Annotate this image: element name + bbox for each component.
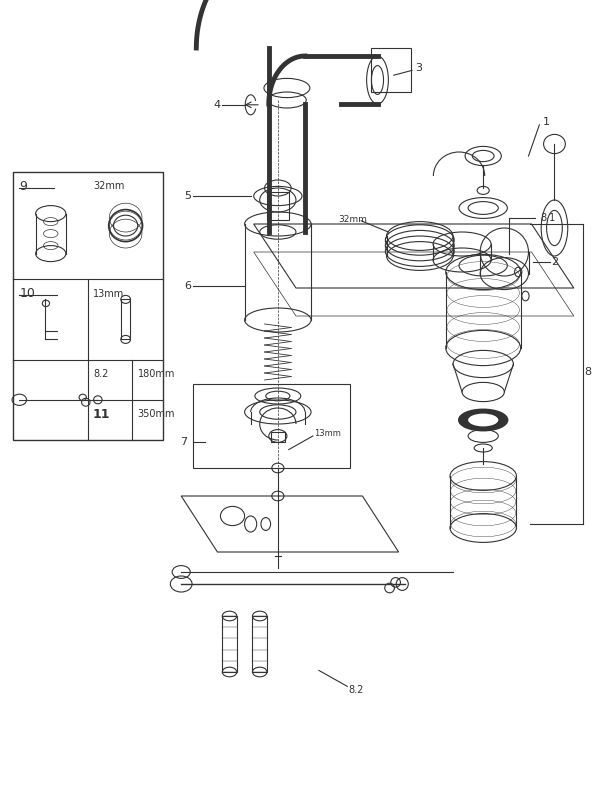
Bar [193, 384, 350, 468]
Text: 8.2: 8.2 [349, 685, 364, 694]
Text: 13mm: 13mm [314, 429, 341, 438]
Ellipse shape [468, 414, 498, 426]
Text: 32mm: 32mm [93, 182, 124, 191]
Text: 9: 9 [19, 180, 27, 193]
Text: 5: 5 [184, 191, 191, 201]
Text: 2: 2 [551, 258, 559, 267]
Text: 7: 7 [180, 437, 187, 446]
Bar [222, 616, 237, 672]
Text: 4: 4 [213, 100, 220, 110]
Text: 6: 6 [184, 281, 191, 290]
Text: 3: 3 [415, 63, 422, 73]
Bar [13, 172, 163, 440]
Bar [121, 299, 130, 339]
Text: 180mm: 180mm [138, 369, 175, 379]
Text: 350mm: 350mm [138, 410, 175, 419]
Text: 8: 8 [584, 367, 591, 377]
Bar [252, 616, 267, 672]
Bar [271, 432, 285, 442]
Text: 8.2: 8.2 [93, 369, 108, 379]
Bar [267, 192, 289, 220]
Text: 8.1: 8.1 [541, 213, 556, 222]
Text: 1: 1 [542, 117, 550, 126]
Ellipse shape [459, 410, 507, 430]
Text: 13mm: 13mm [93, 289, 124, 298]
Text: 11: 11 [93, 408, 111, 421]
Bar [371, 48, 411, 92]
Text: 32mm: 32mm [338, 214, 367, 224]
Text: 10: 10 [19, 287, 35, 300]
